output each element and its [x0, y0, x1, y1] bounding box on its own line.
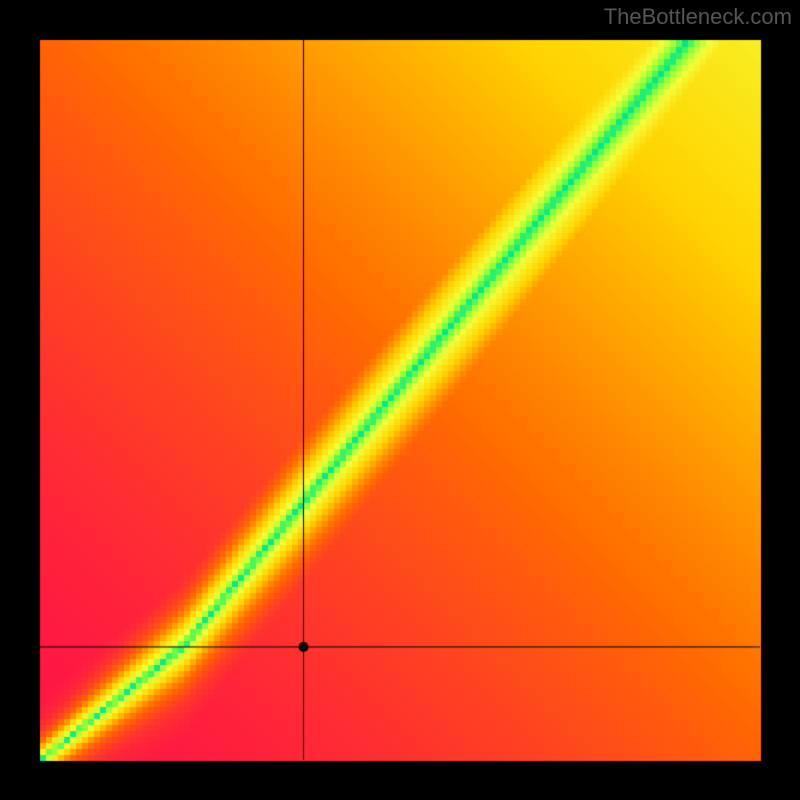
chart-container: TheBottleneck.com [0, 0, 800, 800]
bottleneck-heatmap [0, 0, 800, 800]
watermark-text: TheBottleneck.com [604, 4, 792, 30]
